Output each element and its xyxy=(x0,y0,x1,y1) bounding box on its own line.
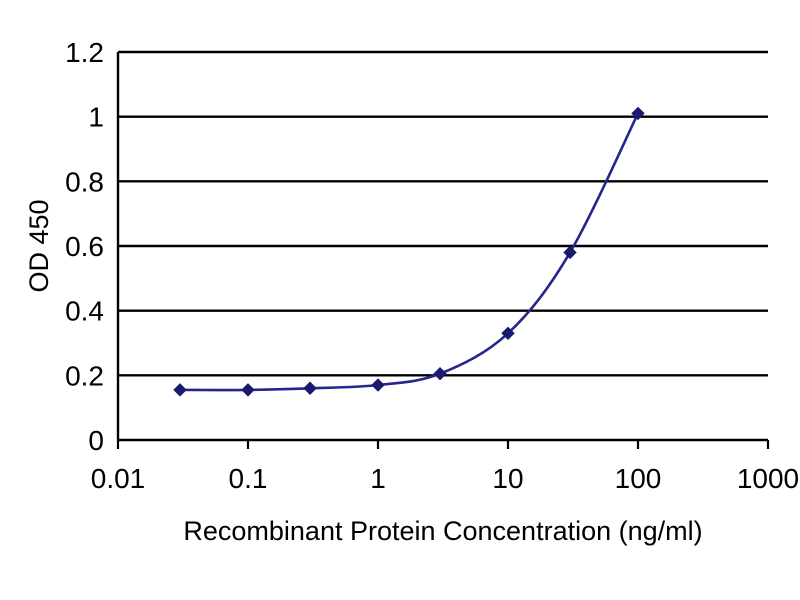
x-tick-label: 100 xyxy=(615,463,662,494)
y-tick-label: 1.2 xyxy=(65,37,104,68)
axes xyxy=(116,52,770,449)
data-point-marker xyxy=(631,106,645,121)
y-axis-title: OD 450 xyxy=(24,199,54,292)
gridlines xyxy=(118,50,768,442)
data-point-marker xyxy=(173,383,187,397)
x-tick-label: 1000 xyxy=(737,463,799,494)
y-tick-label: 0.2 xyxy=(65,360,104,391)
x-axis-title: Recombinant Protein Concentration (ng/ml… xyxy=(183,516,702,546)
y-tick-label: 1 xyxy=(88,102,104,133)
axis-titles: Recombinant Protein Concentration (ng/ml… xyxy=(24,199,703,546)
y-tick-label: 0.6 xyxy=(65,231,104,262)
y-tick-label: 0.8 xyxy=(65,166,104,197)
x-tick-label: 1 xyxy=(370,463,386,494)
y-tick-label: 0 xyxy=(88,425,104,456)
y-tick-label: 0.4 xyxy=(65,296,104,327)
x-tick-label: 10 xyxy=(492,463,523,494)
tick-labels: 0.01 0.1 1 10 100 1000 0 0.2 0.4 0.6 0.8 1 1.2 xyxy=(65,37,799,494)
data-series xyxy=(173,106,645,397)
data-point-marker xyxy=(371,378,385,392)
data-point-marker xyxy=(241,383,255,397)
data-point-marker xyxy=(563,245,577,260)
x-tick-label: 0.01 xyxy=(91,463,146,494)
data-point-marker xyxy=(501,326,515,341)
x-tick-label: 0.1 xyxy=(229,463,268,494)
data-point-marker xyxy=(303,381,317,395)
data-point-marker xyxy=(433,367,447,381)
